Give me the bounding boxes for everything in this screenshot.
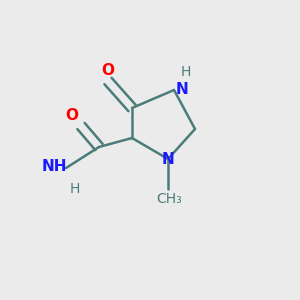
Text: H: H <box>181 65 191 79</box>
Text: N: N <box>176 82 188 98</box>
Text: NH: NH <box>42 159 68 174</box>
Text: O: O <box>65 108 78 123</box>
Text: CH₃: CH₃ <box>157 192 182 206</box>
Text: N: N <box>162 152 174 166</box>
Text: H: H <box>70 182 80 196</box>
Text: O: O <box>101 63 115 78</box>
